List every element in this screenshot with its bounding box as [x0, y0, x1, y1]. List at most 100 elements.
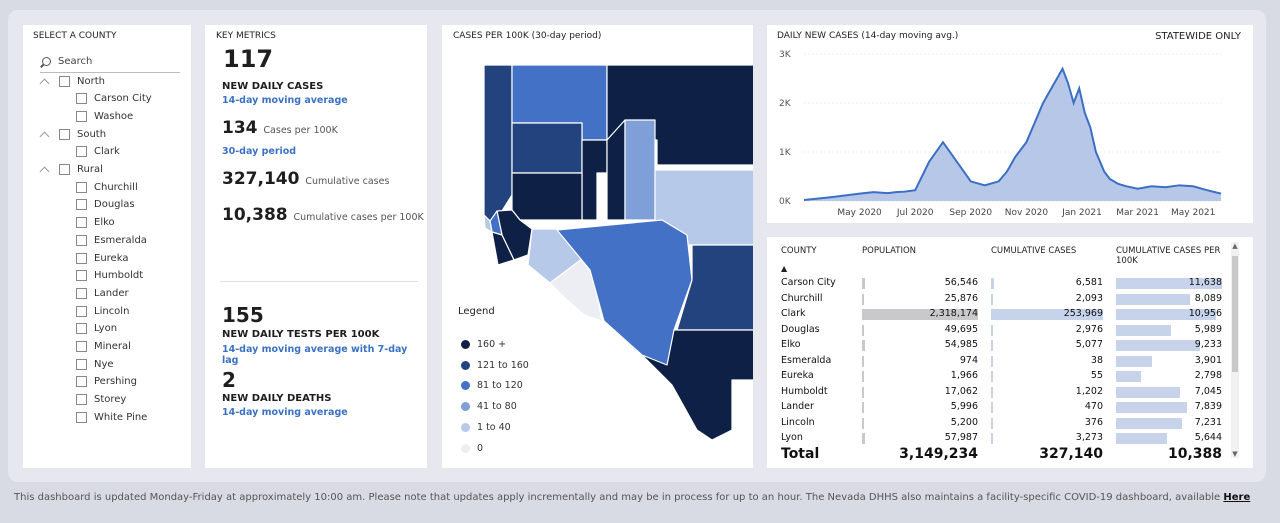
map-county-clark[interactable] [641, 329, 753, 441]
county-item[interactable]: Douglas [76, 197, 135, 213]
y-tick-label: 3K [779, 50, 792, 60]
table-row[interactable]: Humboldt 17,062 1,202 7,045 [767, 385, 1232, 401]
cell-county: Clark [781, 308, 806, 319]
county-checkbox[interactable] [76, 181, 87, 193]
th-cumulative[interactable]: CUMULATIVE CASES [991, 246, 1077, 256]
county-slicer: SELECT A COUNTY North Carson City Washoe So… [23, 25, 191, 468]
county-item[interactable]: Mineral [76, 339, 131, 355]
table-scrollbar[interactable]: ▲ ▼ [1231, 242, 1239, 458]
cumulative-label: Cumulative cases [305, 176, 390, 187]
scroll-down-icon[interactable]: ▼ [1232, 450, 1238, 458]
county-item[interactable]: Lyon [76, 321, 117, 337]
chevron-up-icon[interactable] [40, 130, 49, 139]
county-checkbox[interactable] [76, 376, 87, 388]
county-checkbox[interactable] [76, 217, 87, 229]
county-item[interactable]: Lander [76, 285, 129, 301]
county-checkbox[interactable] [76, 234, 87, 246]
data-bar [1116, 433, 1168, 444]
th-population[interactable]: POPULATION [862, 246, 916, 256]
county-item[interactable]: Churchill [76, 179, 138, 195]
cell-per100k: 9,233 [1194, 339, 1222, 350]
data-bar [1116, 402, 1188, 413]
county-search[interactable] [40, 55, 180, 73]
county-checkbox[interactable] [59, 164, 70, 175]
county-item-label: Rural [77, 164, 103, 175]
table-row[interactable]: Carson City 56,546 6,581 11,638 [767, 276, 1232, 292]
county-checkbox[interactable] [76, 341, 87, 352]
county-checkbox[interactable] [76, 305, 87, 317]
chevron-up-icon[interactable] [40, 165, 49, 174]
county-item[interactable]: Clark [76, 144, 120, 160]
cumulative-metric: 327,140 Cumulative cases [222, 169, 389, 189]
table-row[interactable]: Lyon 57,987 3,273 5,644 [767, 431, 1232, 447]
county-item-label: Clark [94, 146, 120, 158]
legend-swatch [461, 360, 470, 370]
county-checkbox[interactable] [76, 358, 87, 370]
county-item[interactable]: Nye [76, 356, 114, 372]
data-bar [991, 371, 993, 382]
table-row[interactable]: Lincoln 5,200 376 7,231 [767, 416, 1232, 432]
county-checkbox[interactable] [59, 75, 70, 87]
map-county-washoe[interactable] [483, 64, 513, 222]
deaths-label: NEW DAILY DEATHS [222, 393, 332, 404]
table-row[interactable]: Clark 2,318,174 253,969 10,956 [767, 307, 1232, 323]
table-row[interactable]: Eureka 1,966 55 2,798 [767, 369, 1232, 385]
county-item[interactable]: Elko [76, 215, 115, 231]
county-item[interactable]: Washoe [76, 108, 133, 124]
county-item-label: Lincoln [94, 305, 130, 317]
th-county[interactable]: COUNTY [781, 246, 817, 256]
chevron-up-icon[interactable] [40, 77, 49, 86]
county-checkbox[interactable] [76, 93, 87, 105]
legend-swatch [461, 340, 470, 349]
county-group-item[interactable]: South [40, 126, 106, 142]
county-checkbox[interactable] [59, 128, 70, 140]
county-item[interactable]: Humboldt [76, 268, 143, 284]
daily-cases-label: NEW DAILY CASES [222, 81, 324, 92]
county-item[interactable]: Eureka [76, 250, 128, 266]
county-item[interactable]: Storey [76, 392, 126, 408]
county-checkbox[interactable] [76, 199, 87, 211]
county-item[interactable]: Carson City [76, 91, 152, 107]
total-per100k: 10,388 [1167, 446, 1222, 462]
key-metrics-card: KEY METRICS 117 NEW DAILY CASES 14-day m… [205, 25, 427, 468]
table-row[interactable]: Churchill 25,876 2,093 8,089 [767, 292, 1232, 308]
table-row[interactable]: Esmeralda 974 38 3,901 [767, 354, 1232, 370]
map-county-lander[interactable] [581, 139, 608, 221]
table-row[interactable]: Lander 5,996 470 7,839 [767, 400, 1232, 416]
search-input[interactable] [58, 56, 176, 67]
county-checkbox[interactable] [76, 270, 87, 282]
county-item[interactable]: Lincoln [76, 303, 129, 319]
cell-per100k: 2,798 [1194, 370, 1222, 381]
footer-here-link[interactable]: Here [1223, 492, 1251, 503]
county-checkbox[interactable] [76, 411, 87, 423]
th-cum-per100k[interactable]: CUMULATIVE CASES PER 100K [1116, 246, 1221, 266]
county-item[interactable]: Esmeralda [76, 232, 147, 248]
table-row[interactable]: Douglas 49,695 2,976 5,989 [767, 323, 1232, 339]
legend-label: 81 to 120 [477, 380, 523, 392]
scrollbar-thumb[interactable] [1232, 256, 1238, 372]
map-county-white-pine[interactable] [624, 119, 656, 221]
county-checkbox[interactable] [76, 252, 87, 264]
county-checkbox[interactable] [76, 146, 87, 158]
legend-item: 1 to 40 [461, 422, 511, 433]
map-county-lincoln-east[interactable] [654, 169, 753, 246]
cell-per100k: 11,638 [1188, 277, 1222, 288]
map-county-pershing[interactable] [511, 122, 583, 174]
county-checkbox[interactable] [76, 110, 87, 122]
county-group-item[interactable]: North [40, 73, 105, 89]
county-group-item[interactable]: Rural [40, 162, 103, 178]
sort-indicator[interactable]: ▲ [781, 264, 788, 273]
cell-cumulative: 5,077 [1075, 339, 1103, 350]
county-checkbox[interactable] [76, 323, 87, 335]
data-bar [862, 340, 865, 351]
map-county-douglas[interactable] [491, 231, 515, 266]
table-row[interactable]: Elko 54,985 5,077 9,233 [767, 338, 1232, 354]
county-item[interactable]: White Pine [76, 409, 147, 425]
county-checkbox[interactable] [76, 287, 87, 299]
per100k-sub: 30-day period [222, 146, 297, 157]
scroll-up-icon[interactable]: ▲ [1232, 242, 1238, 250]
county-item[interactable]: Pershing [76, 374, 137, 390]
county-checkbox[interactable] [76, 394, 87, 406]
map-county-churchill[interactable] [511, 172, 583, 221]
cell-population: 17,062 [944, 385, 978, 397]
